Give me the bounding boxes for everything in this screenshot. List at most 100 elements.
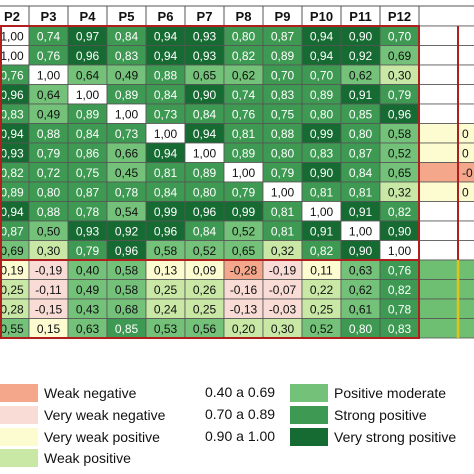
column-header-P7: P7 <box>197 9 213 24</box>
cell-value: 0,74 <box>37 29 61 43</box>
column-header-P2: P2 <box>4 9 20 24</box>
cell-value: -0,16 <box>230 283 258 297</box>
cell-value: 0,85 <box>115 322 139 336</box>
cell-value: 0,52 <box>388 146 412 160</box>
cell-value: 0,56 <box>193 322 217 336</box>
column-header-P4: P4 <box>80 9 97 24</box>
cell-value: 0,91 <box>349 88 373 102</box>
cell-value: 0,25 <box>310 302 334 316</box>
cell-value: 0,58 <box>154 244 178 258</box>
cell-value: 0,69 <box>0 244 24 258</box>
cell-value: 0,68 <box>115 302 139 316</box>
column-header-P6: P6 <box>158 9 174 24</box>
legend-swatch <box>0 384 38 402</box>
cell-value: 0,87 <box>349 146 373 160</box>
cell-value: 0,93 <box>193 49 217 63</box>
cell-value: 0,53 <box>154 322 178 336</box>
cell-value: 0,73 <box>154 107 178 121</box>
cell-value: 0,25 <box>154 283 178 297</box>
cell-value: 0,52 <box>193 244 217 258</box>
cell-value: -0,15 <box>35 302 63 316</box>
cell-value: 0,63 <box>349 263 373 277</box>
cell-value: -0,19 <box>269 263 297 277</box>
legend-swatch <box>290 384 328 402</box>
legend-item: Strong positive <box>290 406 427 424</box>
column-header-cell <box>418 5 474 27</box>
cell-value: 0,87 <box>76 185 100 199</box>
cell-value: 0,78 <box>388 302 412 316</box>
cell-value: 0,32 <box>388 185 412 199</box>
cell-value: -0,07 <box>269 283 297 297</box>
cell-value: 0,82 <box>232 49 256 63</box>
legend-item: Very weak positive <box>0 428 160 446</box>
cell-value: 0,81 <box>310 185 334 199</box>
cell-value: 0,25 <box>0 283 24 297</box>
cell-value: 1,00 <box>76 88 100 102</box>
cell-value: 0,49 <box>76 283 100 297</box>
cell-value: 0,92 <box>115 224 139 238</box>
cell-value: 0,50 <box>37 224 61 238</box>
cell-value: 1,00 <box>37 68 61 82</box>
cell-value: 0,94 <box>154 49 178 63</box>
cell-value: 0,52 <box>310 322 334 336</box>
cell-value: 0,91 <box>310 224 334 238</box>
edge-cell <box>418 103 474 124</box>
cell-value: 0,82 <box>310 244 334 258</box>
legend-range: 0.70 a 0.89 <box>205 406 276 422</box>
edge-cell <box>418 45 474 66</box>
cell-value: 0,94 <box>0 127 24 141</box>
legend-label: Weak positive <box>44 450 131 466</box>
legend-label: Weak negative <box>44 385 137 401</box>
cell-value: 0,30 <box>271 322 295 336</box>
cell-value: 0,90 <box>193 88 217 102</box>
cell-value: 0,82 <box>0 166 24 180</box>
edge-cell-value: 0 <box>462 127 469 141</box>
cell-value: 0,84 <box>115 29 139 43</box>
column-header-P8: P8 <box>236 9 252 24</box>
edge-cell <box>418 220 474 241</box>
cell-value: 0,87 <box>271 29 295 43</box>
cell-value: 0,76 <box>0 68 24 82</box>
cell-value: 0,52 <box>232 224 256 238</box>
cell-value: 0,64 <box>76 68 100 82</box>
edge-cell <box>418 25 474 46</box>
cell-value: 0,58 <box>115 263 139 277</box>
cell-value: 0,90 <box>349 29 373 43</box>
legend-swatch <box>0 406 38 424</box>
cell-value: 0,13 <box>154 263 178 277</box>
cell-value: 0,22 <box>310 283 334 297</box>
edge-cell-value: -0 <box>462 166 473 180</box>
legend-range: 0.40 a 0.69 <box>205 384 276 400</box>
cell-value: -0,19 <box>35 263 63 277</box>
cell-value: 0,96 <box>76 49 100 63</box>
cell-value: 0,89 <box>310 88 334 102</box>
cell-value: 0,49 <box>115 68 139 82</box>
legend-label: Positive moderate <box>334 385 447 401</box>
cell-value: 0,84 <box>154 88 178 102</box>
cell-value: 0,89 <box>232 146 256 160</box>
cell-value: 1,00 <box>115 107 139 121</box>
cell-value: 0,82 <box>388 205 412 219</box>
cell-value: 0,24 <box>154 302 178 316</box>
cell-value: 0,79 <box>271 166 295 180</box>
cell-value: 0,30 <box>388 68 412 82</box>
cell-value: 0,78 <box>115 185 139 199</box>
legend-item: Weak negative <box>0 384 136 402</box>
legend-item: Very weak negative <box>0 406 165 424</box>
cell-value: 1,00 <box>154 127 178 141</box>
cell-value: 0,80 <box>37 185 61 199</box>
cell-value: 0,83 <box>115 49 139 63</box>
cell-value: 0,89 <box>115 88 139 102</box>
legend-swatch <box>290 428 328 446</box>
cell-value: 0,96 <box>115 244 139 258</box>
cell-value: 0,91 <box>349 205 373 219</box>
cell-value: 0,80 <box>193 185 217 199</box>
cell-value: 0,76 <box>388 263 412 277</box>
cell-value: 0,87 <box>0 224 24 238</box>
column-header-P5: P5 <box>119 9 135 24</box>
cell-value: 0,70 <box>271 68 295 82</box>
cell-value: 0,99 <box>154 205 178 219</box>
cell-value: 0,63 <box>76 322 100 336</box>
cell-value: 0,62 <box>349 283 373 297</box>
cell-value: 0,09 <box>193 263 217 277</box>
